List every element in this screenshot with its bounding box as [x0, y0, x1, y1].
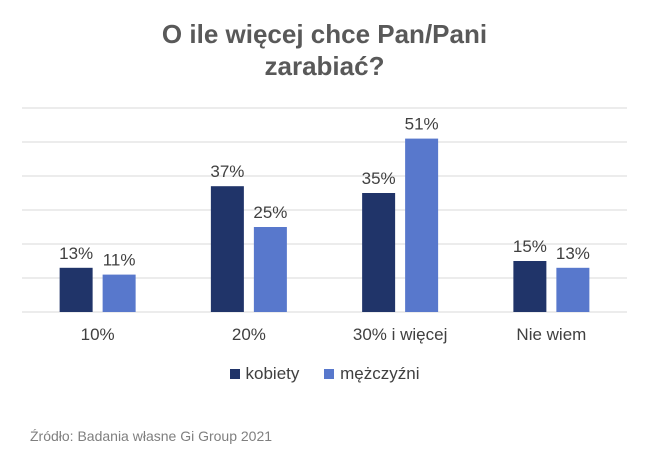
x-tick-label: Nie wiem: [516, 325, 586, 344]
bar-mezczyzni-2: [405, 138, 439, 312]
source-note: Źródło: Badania własne Gi Group 2021: [30, 428, 273, 444]
data-label: 35%: [362, 169, 396, 188]
bar-kobiety-1: [210, 186, 244, 312]
bar-mezczyzni-0: [102, 274, 136, 312]
legend-item-mezczyzni: mężczyźni: [324, 364, 419, 384]
legend-label-kobiety: kobiety: [245, 364, 300, 383]
bar-kobiety-3: [513, 261, 547, 312]
legend-swatch-kobiety: [229, 369, 240, 379]
data-label: 15%: [513, 237, 547, 256]
data-label: 51%: [405, 115, 439, 134]
bar-kobiety-0: [59, 267, 93, 312]
x-tick-label: 30% i więcej: [353, 325, 448, 344]
x-tick-label: 20%: [232, 325, 266, 344]
bar-mezczyzni-3: [556, 267, 590, 312]
chart-title: O ile więcej chce Pan/Pani zarabiać?: [161, 19, 488, 81]
legend: kobiety mężczyźni: [0, 364, 649, 384]
legend-item-kobiety: kobiety: [229, 364, 300, 384]
data-label: 13%: [556, 244, 590, 263]
bar-kobiety-2: [362, 193, 396, 312]
bar-mezczyzni-1: [253, 227, 287, 312]
data-label: 11%: [103, 251, 136, 270]
data-label: 25%: [253, 203, 287, 222]
legend-swatch-mezczyzni: [324, 369, 335, 379]
x-tick-label: 10%: [81, 325, 115, 344]
data-label: 37%: [210, 162, 244, 181]
data-label: 13%: [59, 244, 93, 263]
legend-label-mezczyzni: mężczyźni: [340, 364, 420, 383]
